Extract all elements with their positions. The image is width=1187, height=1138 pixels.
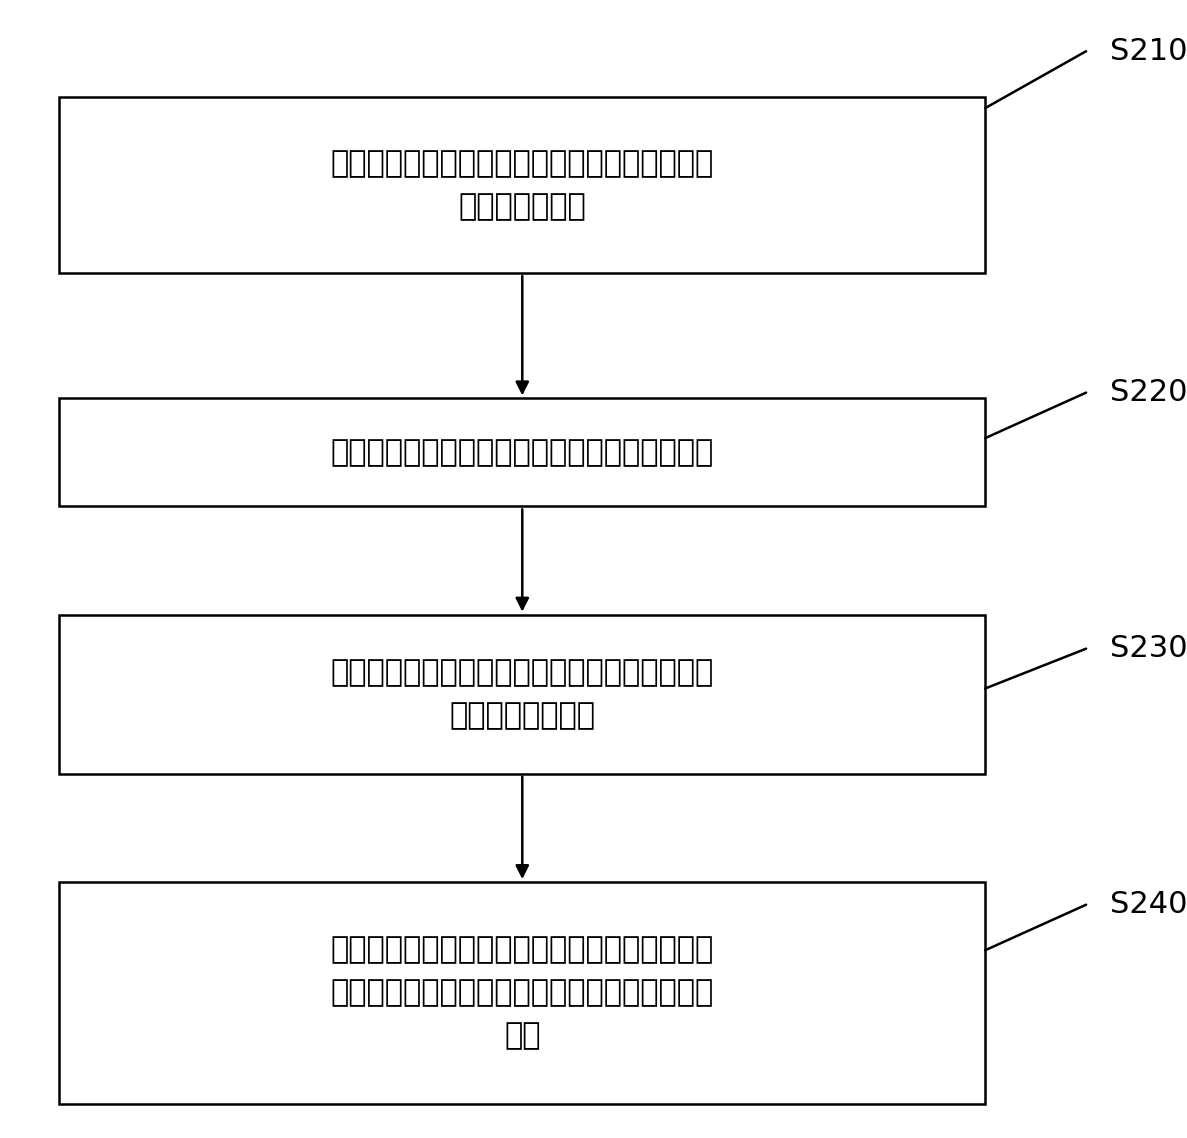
- Text: 获取地址信息集，地址信息集包括至少一个文本
形式的地址信息: 获取地址信息集，地址信息集包括至少一个文本 形式的地址信息: [331, 149, 713, 221]
- Bar: [59, 97, 985, 273]
- Text: 将至少一个地址信息和与至少一个地址信息相匹
配的地理特征数据进行关联，并存储至地理特征
表中: 将至少一个地址信息和与至少一个地址信息相匹 配的地理特征数据进行关联，并存储至地…: [331, 935, 713, 1050]
- Text: S210: S210: [1110, 36, 1187, 66]
- Text: S220: S220: [1110, 378, 1187, 407]
- Bar: [59, 615, 985, 774]
- Text: S230: S230: [1110, 634, 1187, 663]
- Text: S240: S240: [1110, 890, 1187, 920]
- Bar: [59, 882, 985, 1104]
- Bar: [59, 398, 985, 506]
- Text: 将至少一个地址信息发送至地图引擎中进行定位: 将至少一个地址信息发送至地图引擎中进行定位: [331, 438, 713, 467]
- Text: 根据定位的结果，生成与至少一个地址信息相匹
配的地理特征数据: 根据定位的结果，生成与至少一个地址信息相匹 配的地理特征数据: [331, 658, 713, 731]
